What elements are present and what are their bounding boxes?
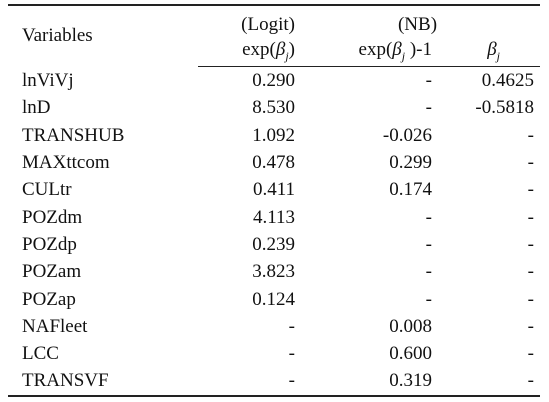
value-cell: - — [198, 367, 295, 397]
header-cell: βj — [432, 36, 540, 67]
variable-cell: lnViVj — [22, 69, 74, 91]
value-cell: - — [527, 288, 534, 310]
col-beta: β — [487, 38, 497, 60]
col-beta: β — [392, 38, 402, 60]
value-cell: 1.092 — [252, 124, 295, 146]
value-cell: - — [527, 315, 534, 337]
table-container: Variables (Logit) (NB) exp(βj) exp(βj )-… — [8, 4, 540, 397]
header-variables: Variables — [22, 25, 93, 47]
value-cell: - — [432, 367, 540, 397]
table-header: Variables (Logit) (NB) exp(βj) exp(βj )-… — [8, 4, 540, 67]
variable-cell: POZdp — [22, 233, 77, 255]
value-cell: 3.823 — [252, 261, 295, 283]
value-cell: 0.239 — [252, 233, 295, 255]
value-cell: 0.411 — [252, 179, 295, 201]
value-cell: 0.174 — [389, 179, 432, 201]
value-cell: 0.299 — [389, 152, 432, 174]
header-nb: (NB) — [397, 14, 438, 35]
table-row: LCC - 0.600 - — [8, 340, 540, 367]
variable-cell: LCC — [22, 343, 59, 365]
col-post: )-1 — [405, 38, 432, 60]
value-cell: -0.5818 — [475, 97, 534, 119]
value-cell: - — [425, 233, 432, 255]
variable-cell: POZdm — [22, 206, 83, 228]
value-cell: 0.124 — [252, 288, 295, 310]
table-body: lnViVj 0.290 - 0.4625 lnD 8.530 - -0.5818 TRANSH… — [8, 67, 540, 397]
value-cell: 0.600 — [389, 343, 432, 365]
table-row: lnD 8.530 - -0.5818 — [8, 94, 540, 121]
table-row: CULtr 0.411 0.174 - — [8, 176, 540, 203]
table-row: POZam 3.823 - - — [8, 258, 540, 285]
table-row: TRANSHUB 1.092 -0.026 - — [8, 122, 540, 149]
table-row: NAFleet - 0.008 - — [8, 313, 540, 340]
value-cell: - — [527, 179, 534, 201]
value-cell: - — [425, 288, 432, 310]
value-cell: - — [288, 343, 295, 365]
value-cell: - — [425, 206, 432, 228]
variable-cell: POZap — [22, 288, 76, 310]
variable-cell: MAXttcom — [22, 152, 110, 174]
value-cell: - — [425, 70, 432, 92]
value-cell: 0.008 — [389, 315, 432, 337]
value-cell: - — [527, 233, 534, 255]
value-cell: - — [527, 206, 534, 228]
value-cell: - — [288, 315, 295, 337]
variable-cell: TRANSHUB — [22, 124, 125, 146]
col-pre: exp( — [358, 38, 393, 60]
col-sub: j — [401, 48, 406, 63]
col-pre: exp( — [242, 38, 276, 60]
value-cell: - — [425, 97, 432, 119]
table-row: MAXttcom 0.478 0.299 - — [8, 149, 540, 176]
header-row: exp(βj) exp(βj )-1 βj — [8, 36, 540, 67]
value-cell: 0.4625 — [481, 70, 534, 92]
value-cell: - — [527, 152, 534, 174]
results-table: Variables (Logit) (NB) exp(βj) exp(βj )-… — [8, 4, 540, 397]
value-cell: -0.026 — [382, 124, 432, 146]
variable-cell: CULtr — [22, 179, 72, 201]
table-row: POZdp 0.239 - - — [8, 231, 540, 258]
table-row: TRANSVF -0.319- — [8, 367, 540, 397]
value-cell: - — [527, 124, 534, 146]
table-row: lnViVj 0.290 - 0.4625 — [8, 67, 540, 95]
variable-cell: TRANSVF — [8, 367, 198, 397]
variable-cell: lnD — [22, 97, 51, 119]
header-cell: Variables — [8, 4, 198, 67]
header-row: Variables (Logit) (NB) — [8, 4, 540, 67]
header-cell: exp(βj )-1 — [295, 36, 432, 67]
header-cell: (NB) — [295, 4, 540, 36]
col-sub: j — [496, 48, 500, 63]
header-cell: exp(βj) — [198, 36, 295, 67]
value-cell: - — [527, 261, 534, 283]
value-cell: 0.478 — [252, 152, 295, 174]
value-cell: 0.290 — [252, 70, 295, 92]
col-beta: β — [275, 38, 286, 60]
value-cell: 8.530 — [252, 97, 295, 119]
table-row: POZap 0.124 - - — [8, 285, 540, 312]
value-cell: - — [527, 343, 534, 365]
table-row: POZdm 4.113 - - — [8, 203, 540, 230]
col-post: ) — [288, 38, 295, 60]
variable-cell: POZam — [22, 261, 82, 283]
header-logit: (Logit) — [241, 14, 295, 35]
value-cell: 4.113 — [252, 206, 295, 228]
value-cell: 0.319 — [295, 367, 432, 397]
col-sub: j — [285, 48, 289, 63]
value-cell: - — [425, 261, 432, 283]
variable-cell: NAFleet — [22, 315, 88, 337]
header-cell: (Logit) — [198, 4, 295, 36]
